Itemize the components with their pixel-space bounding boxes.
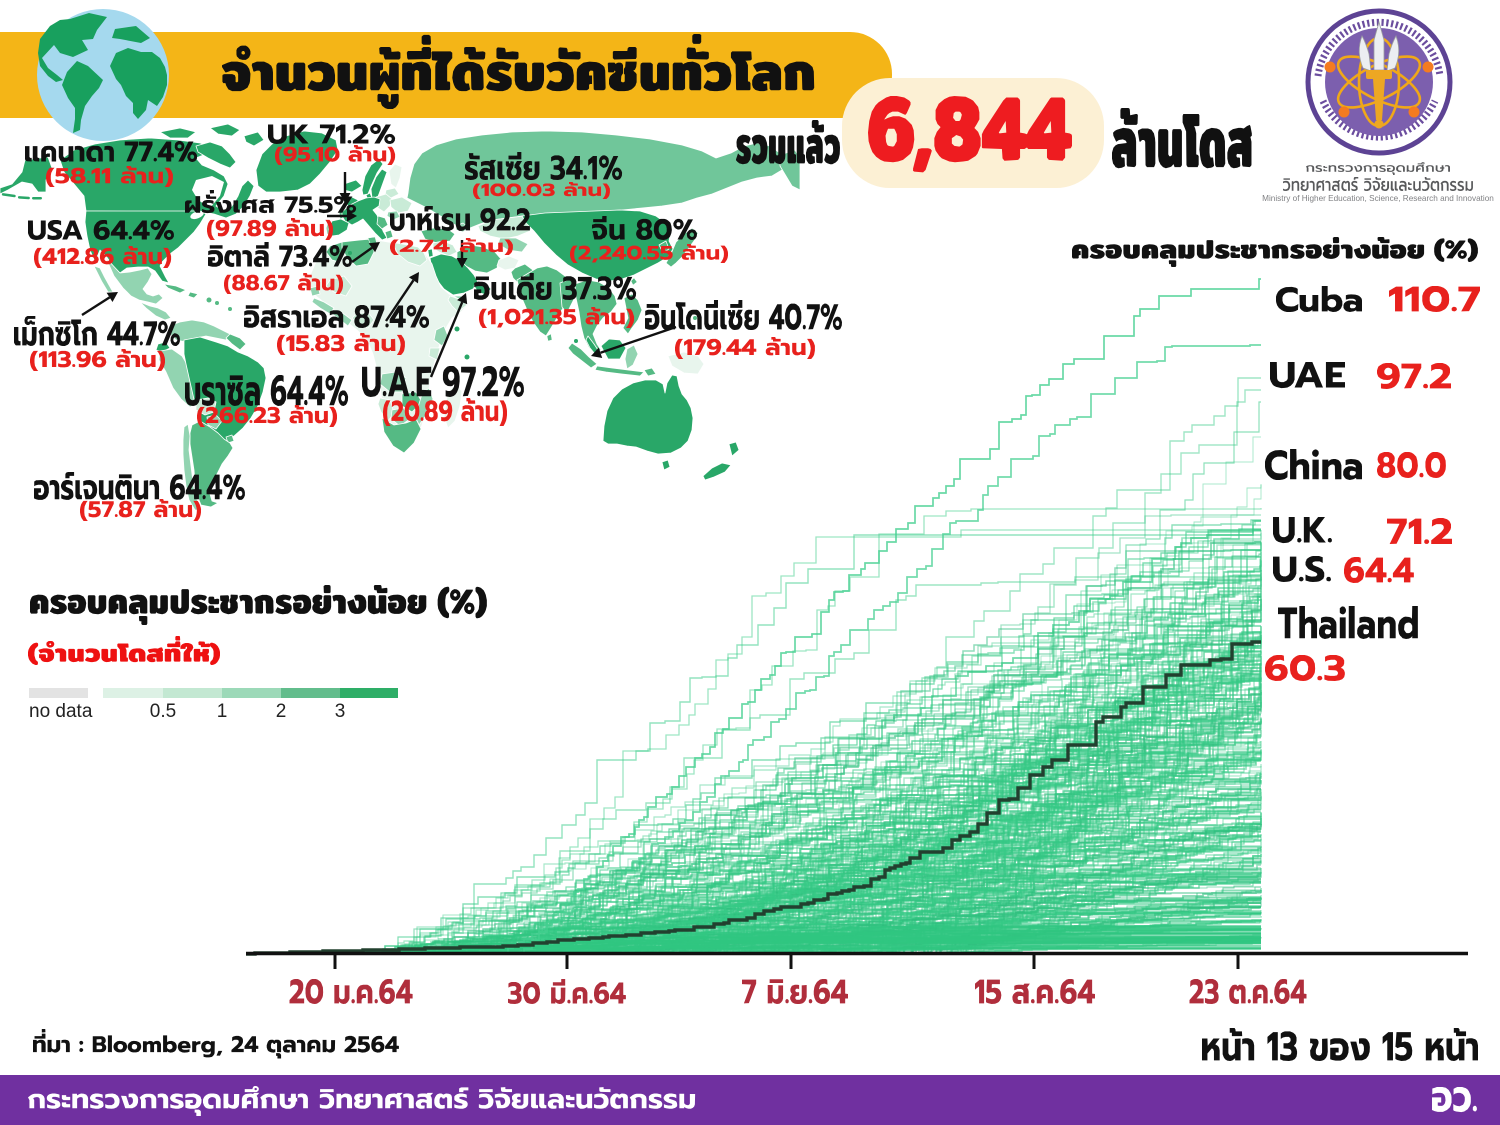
svg-text:0.5: 0.5	[150, 701, 176, 722]
svg-text:1: 1	[217, 701, 228, 722]
svg-text:3: 3	[335, 701, 346, 722]
svg-text:2: 2	[276, 701, 287, 722]
svg-text:no data: no data	[29, 701, 93, 722]
svg-text:Ministry of Higher Education,: Ministry of Higher Education, Science, R…	[1262, 194, 1494, 203]
